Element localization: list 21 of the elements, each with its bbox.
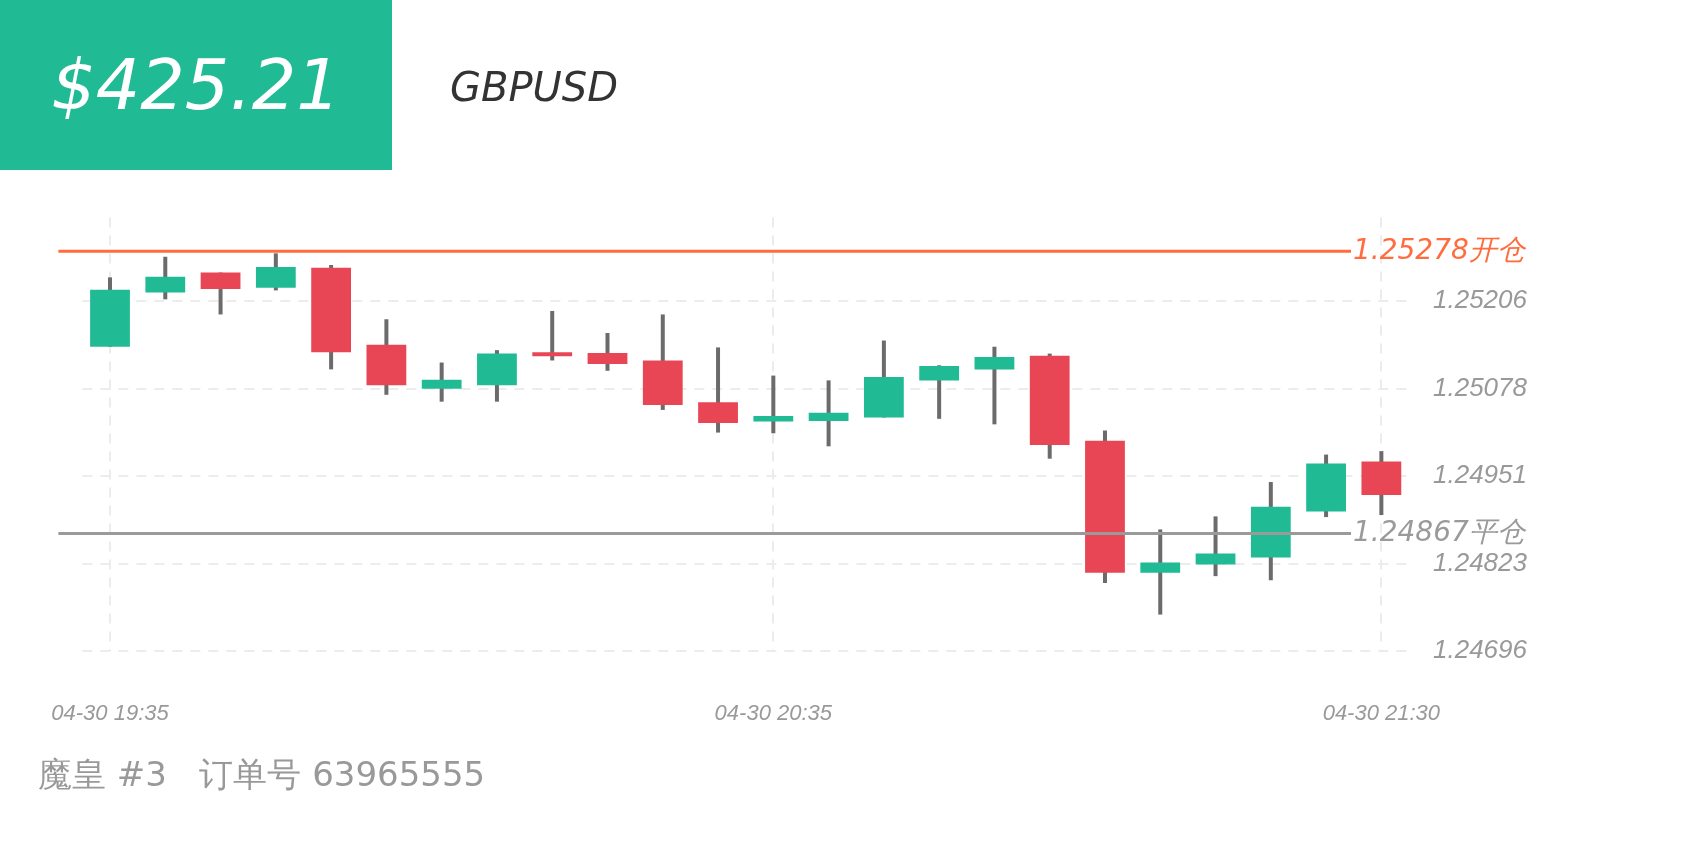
y-tick-label: 1.24823 (1433, 547, 1528, 577)
x-tick-label: 04-30 20:35 (714, 700, 833, 726)
chart-subtitle: $425.21 (0, 0, 392, 170)
y-tick-label: 1.25078 (1433, 371, 1528, 402)
ref-line-label: 1.25278开仓 (1353, 232, 1527, 266)
candlestick (1140, 529, 1181, 615)
candlestick (587, 332, 628, 371)
candlestick (421, 362, 462, 402)
x-tick-label: 04-30 21:30 (1322, 700, 1441, 726)
y-tick-label: 1.25206 (1433, 283, 1528, 314)
y-tick-label: 1.24951 (1433, 459, 1527, 490)
text: 魔皇 #3 订单号 63965555 (38, 753, 486, 796)
candlestick (753, 375, 794, 434)
candlestick (974, 346, 1015, 425)
chart-title: GBPUSD (450, 64, 619, 110)
ref-line-label: 1.24867平仓 (1353, 514, 1527, 548)
candlestick (1195, 516, 1236, 577)
candlestick (532, 311, 573, 361)
x-tick-label: 04-30 19:35 (51, 700, 170, 726)
candlestick (808, 380, 849, 447)
y-tick-label: 1.24696 (1433, 634, 1528, 665)
